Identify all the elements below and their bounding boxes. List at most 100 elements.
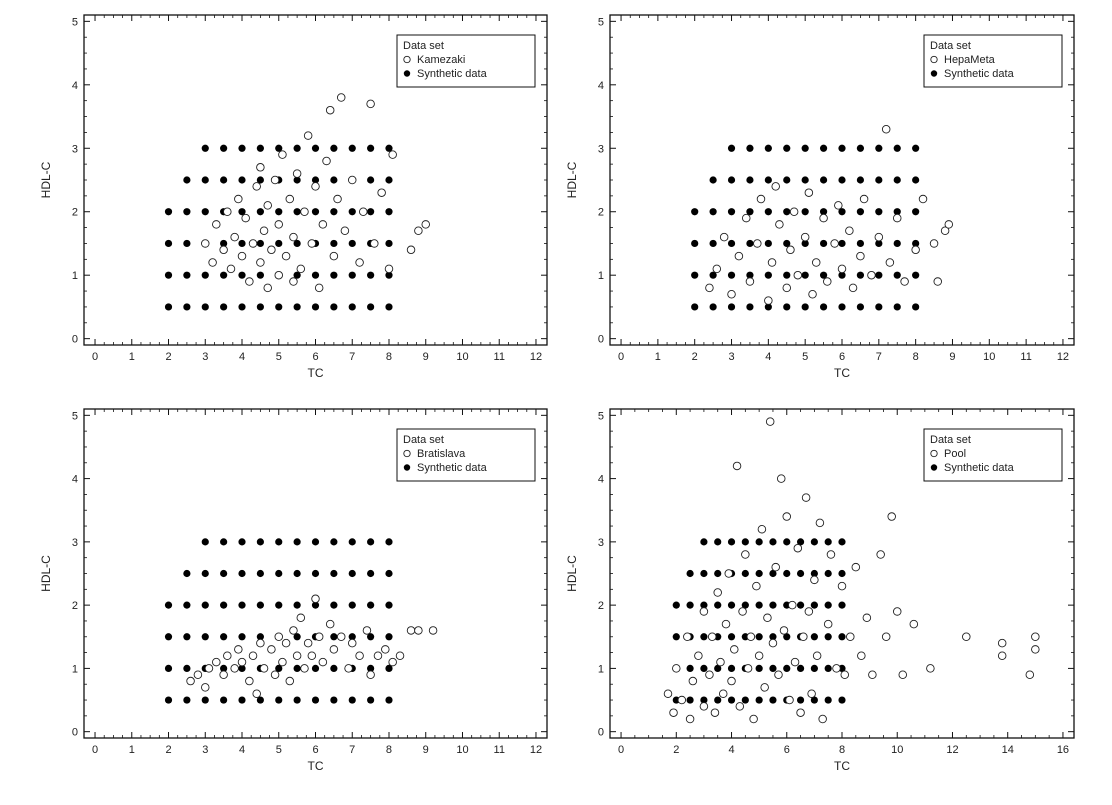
synthetic-point xyxy=(875,303,883,311)
legend-entry-label: Synthetic data xyxy=(944,462,1015,474)
synthetic-point xyxy=(385,239,393,248)
x-tick-label: 2 xyxy=(692,351,698,363)
synthetic-point xyxy=(201,538,209,546)
data-point xyxy=(789,207,799,216)
data-point xyxy=(292,651,302,661)
data-point xyxy=(672,664,681,673)
x-tick-label: 8 xyxy=(386,351,392,363)
synthetic-point xyxy=(238,303,246,311)
data-point xyxy=(746,632,756,642)
data-point xyxy=(799,632,808,642)
y-tick-label: 2 xyxy=(72,207,78,219)
synthetic-point xyxy=(912,303,920,311)
synthetic-point xyxy=(367,303,375,311)
data-point xyxy=(230,664,239,673)
synthetic-point xyxy=(801,271,809,279)
data-point xyxy=(395,651,405,661)
synthetic-point xyxy=(330,569,338,578)
data-point xyxy=(793,270,803,280)
legend-open-marker xyxy=(403,449,411,458)
data-point xyxy=(837,581,847,591)
synthetic-point xyxy=(783,303,791,311)
data-point xyxy=(377,188,386,197)
data-point xyxy=(892,213,902,223)
x-tick-label: 11 xyxy=(1020,351,1031,363)
synthetic-point xyxy=(330,303,338,311)
synthetic-point xyxy=(367,664,375,673)
synthetic-point xyxy=(691,239,699,248)
data-point xyxy=(724,569,734,578)
synthetic-point xyxy=(220,664,228,673)
x-tick-label: 4 xyxy=(728,744,734,756)
synthetic-point xyxy=(367,569,375,578)
data-point xyxy=(685,714,695,724)
y-tick-label: 1 xyxy=(72,270,78,282)
synthetic-point xyxy=(838,239,846,248)
synthetic-point xyxy=(348,569,356,578)
synthetic-point xyxy=(201,271,209,279)
synthetic-point xyxy=(714,664,722,673)
synthetic-point xyxy=(875,176,883,184)
synthetic-point xyxy=(746,239,754,248)
synthetic-point xyxy=(238,601,246,609)
synthetic-point xyxy=(183,176,191,184)
y-tick-label: 0 xyxy=(598,727,604,739)
synthetic-point xyxy=(838,303,846,311)
synthetic-point xyxy=(385,664,393,673)
x-tick-label: 5 xyxy=(276,744,282,756)
synthetic-point xyxy=(201,144,209,152)
synthetic-point xyxy=(330,633,338,641)
legend: Data set HepaMeta Synthetic data xyxy=(923,34,1063,88)
synthetic-point xyxy=(856,239,865,248)
data-point xyxy=(267,645,276,654)
synthetic-point xyxy=(256,271,264,279)
synthetic-point xyxy=(783,176,791,184)
synthetic-point xyxy=(709,271,717,279)
legend-box xyxy=(396,34,536,88)
data-point xyxy=(801,493,811,502)
x-tick-label: 5 xyxy=(276,351,282,363)
synthetic-point xyxy=(238,664,246,673)
synthetic-point xyxy=(746,176,754,184)
x-tick-label: 8 xyxy=(913,351,919,363)
synthetic-point xyxy=(275,538,283,546)
data-point xyxy=(859,194,869,204)
synthetic-point xyxy=(727,601,736,609)
data-point xyxy=(819,213,828,223)
data-point xyxy=(730,645,739,654)
data-point xyxy=(776,474,786,483)
synthetic-point xyxy=(201,569,209,578)
synthetic-point xyxy=(810,601,818,609)
synthetic-point xyxy=(367,696,375,704)
synthetic-point xyxy=(912,271,920,279)
synthetic-point xyxy=(385,208,393,216)
synthetic-point xyxy=(741,538,749,546)
synthetic-point xyxy=(819,144,828,152)
synthetic-point xyxy=(764,239,772,248)
synthetic-point xyxy=(311,538,320,546)
synthetic-point xyxy=(311,696,320,704)
synthetic-point xyxy=(293,303,301,311)
data-point xyxy=(756,194,766,204)
synthetic-point xyxy=(293,569,301,578)
data-point xyxy=(234,194,243,204)
data-point xyxy=(826,550,836,559)
data-point xyxy=(414,226,423,236)
synthetic-point xyxy=(330,239,338,248)
synthetic-point xyxy=(164,601,173,609)
legend-entry-label: Pool xyxy=(944,448,966,460)
data-point xyxy=(808,289,817,299)
synthetic-point xyxy=(700,569,708,578)
x-tick-label: 4 xyxy=(765,351,771,363)
synthetic-point xyxy=(727,239,736,248)
synthetic-point xyxy=(755,601,763,609)
synthetic-point xyxy=(819,239,828,248)
synthetic-point xyxy=(691,303,699,311)
x-tick-label: 6 xyxy=(312,351,318,363)
x-tick-label: 1 xyxy=(655,351,661,363)
y-axis-label: HDL-C xyxy=(565,555,579,592)
data-point xyxy=(355,651,364,661)
synthetic-point xyxy=(769,538,777,546)
data-point xyxy=(307,239,317,248)
data-point xyxy=(997,638,1007,648)
